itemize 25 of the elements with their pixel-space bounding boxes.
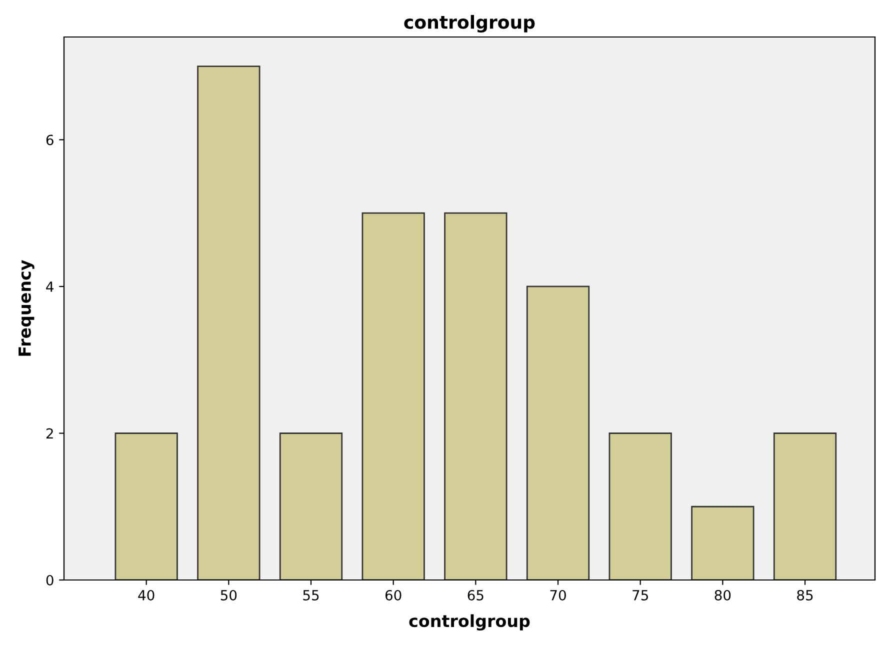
y-axis-title: Frequency xyxy=(18,260,34,356)
x-tick-label: 85 xyxy=(797,590,813,600)
bar xyxy=(526,286,590,580)
chart-title: controlgroup xyxy=(404,14,535,33)
bar xyxy=(197,66,260,580)
bar xyxy=(691,506,754,580)
bar xyxy=(279,432,343,580)
bar xyxy=(773,432,837,580)
x-tick-label: 80 xyxy=(714,590,731,600)
bar xyxy=(444,212,508,580)
y-tick-label: 4 xyxy=(46,282,54,292)
y-tick-label: 2 xyxy=(46,428,53,439)
x-tick-label: 40 xyxy=(138,590,154,600)
bar xyxy=(362,212,425,580)
x-tick-label: 65 xyxy=(468,590,484,600)
x-tick-label: 55 xyxy=(303,590,319,600)
bar xyxy=(114,432,178,580)
y-tick-label: 0 xyxy=(46,574,54,586)
x-tick-label: 60 xyxy=(385,590,402,600)
x-tick-label: 75 xyxy=(632,590,648,600)
x-tick-label: 70 xyxy=(550,590,566,600)
x-tick-label: 50 xyxy=(220,590,237,600)
bar xyxy=(608,432,672,580)
x-axis-title: controlgroup xyxy=(409,614,530,631)
y-tick-label: 6 xyxy=(46,134,54,146)
